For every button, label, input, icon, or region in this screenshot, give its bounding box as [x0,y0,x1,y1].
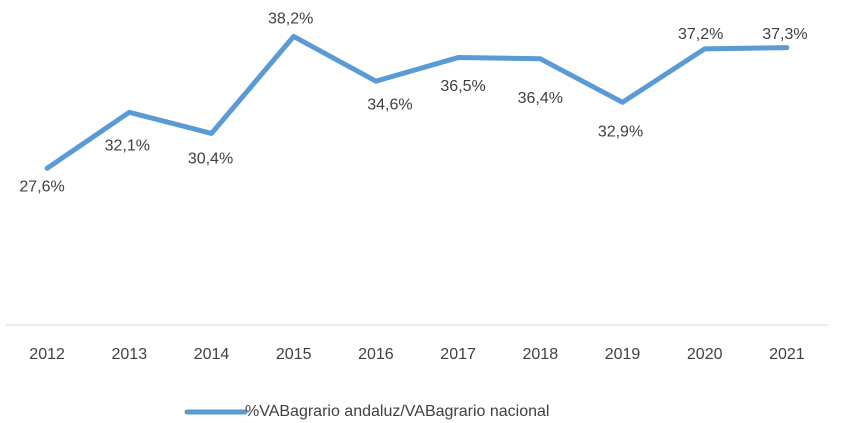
data-label: 36,5% [440,78,485,95]
x-tick-label: 2017 [440,346,476,363]
x-tick-label: 2012 [29,346,65,363]
data-label: 30,4% [188,151,233,168]
data-label: 32,9% [598,124,643,141]
line-series [44,33,790,171]
data-label: 34,6% [367,96,412,113]
x-tick-label: 2020 [687,346,723,363]
data-label: 37,3% [762,26,807,43]
data-label: 38,2% [268,11,313,28]
x-tick-label: 2019 [605,346,641,363]
x-tick-label: 2014 [194,346,230,363]
x-tick-label: 2016 [358,346,394,363]
x-tick-label: 2013 [112,346,148,363]
legend-label: %VABagrario andaluz/VABagrario nacional [245,403,549,420]
x-tick-label: 2021 [769,346,805,363]
data-label: 27,6% [19,178,64,195]
data-label: 37,2% [678,26,723,43]
data-label: 32,1% [105,137,150,154]
x-tick-label: 2018 [523,346,559,363]
data-label: 36,4% [518,90,563,107]
x-tick-label: 2015 [276,346,312,363]
